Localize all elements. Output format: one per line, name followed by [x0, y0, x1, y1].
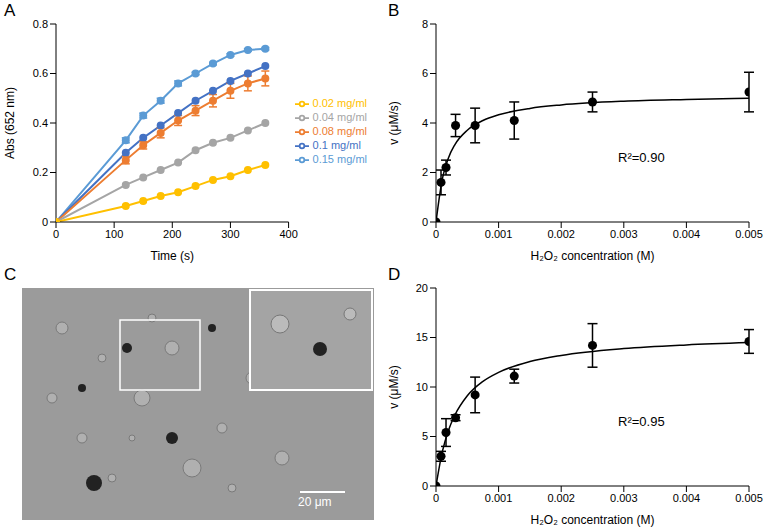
- svg-text:100: 100: [105, 228, 123, 240]
- svg-text:4: 4: [422, 117, 428, 129]
- svg-text:0.002: 0.002: [547, 228, 575, 240]
- svg-text:Time (s): Time (s): [151, 249, 195, 263]
- svg-text:0: 0: [433, 228, 439, 240]
- svg-text:6: 6: [422, 67, 428, 79]
- svg-text:0: 0: [42, 216, 48, 228]
- svg-text:0.005: 0.005: [735, 228, 763, 240]
- html-text:0.15 mg/ml: 0.15 mg/ml: [312, 153, 367, 166]
- svg-text:5: 5: [422, 430, 428, 442]
- html-text:D: D: [388, 265, 401, 284]
- svg-text:0.001: 0.001: [485, 492, 513, 504]
- html-text:0.1 mg/ml: 0.1 mg/ml: [312, 139, 361, 151]
- svg-text:v (μM/s): v (μM/s): [387, 365, 401, 409]
- svg-text:0.001: 0.001: [485, 228, 513, 240]
- svg-text:0.004: 0.004: [673, 228, 701, 240]
- svg-text:0.4: 0.4: [33, 117, 48, 129]
- svg-text:0.004: 0.004: [673, 492, 701, 504]
- html-text:C: C: [4, 265, 17, 284]
- svg-text:0: 0: [422, 216, 428, 228]
- svg-text:300: 300: [221, 228, 239, 240]
- html-text:0.04 mg/ml: 0.04 mg/ml: [312, 110, 367, 123]
- svg-text:0.6: 0.6: [33, 67, 48, 79]
- html-text:0.08 mg/ml: 0.08 mg/ml: [312, 125, 367, 137]
- html-text:B: B: [388, 1, 400, 20]
- svg-text:0.003: 0.003: [610, 492, 638, 504]
- svg-text:0: 0: [53, 228, 59, 240]
- svg-text:10: 10: [416, 381, 428, 393]
- svg-text:15: 15: [416, 331, 428, 343]
- html-text:R²=0.95: R²=0.95: [618, 414, 665, 429]
- html-text:A: A: [4, 1, 16, 20]
- svg-text:0: 0: [433, 492, 439, 504]
- svg-text:0.8: 0.8: [33, 18, 48, 30]
- svg-text:200: 200: [163, 228, 181, 240]
- svg-text:Abs (652 nm): Abs (652 nm): [3, 87, 17, 159]
- html-text:R²=0.90: R²=0.90: [618, 150, 665, 165]
- svg-text:20: 20: [416, 282, 428, 294]
- svg-text:400: 400: [279, 228, 297, 240]
- html-text:20 μm: 20 μm: [298, 495, 332, 509]
- svg-text:0.2: 0.2: [33, 166, 48, 178]
- svg-text:H₂O₂ concentration (M): H₂O₂ concentration (M): [530, 513, 654, 527]
- svg-text:v (μM/s): v (μM/s): [387, 101, 401, 145]
- svg-text:0.005: 0.005: [735, 492, 763, 504]
- svg-text:0.002: 0.002: [547, 492, 575, 504]
- html-text:0.02 mg/ml: 0.02 mg/ml: [312, 96, 367, 109]
- svg-text:2: 2: [422, 166, 428, 178]
- svg-text:0.003: 0.003: [610, 228, 638, 240]
- svg-text:H₂O₂ concentration (M): H₂O₂ concentration (M): [530, 249, 654, 263]
- svg-text:0: 0: [422, 480, 428, 492]
- svg-text:8: 8: [422, 18, 428, 30]
